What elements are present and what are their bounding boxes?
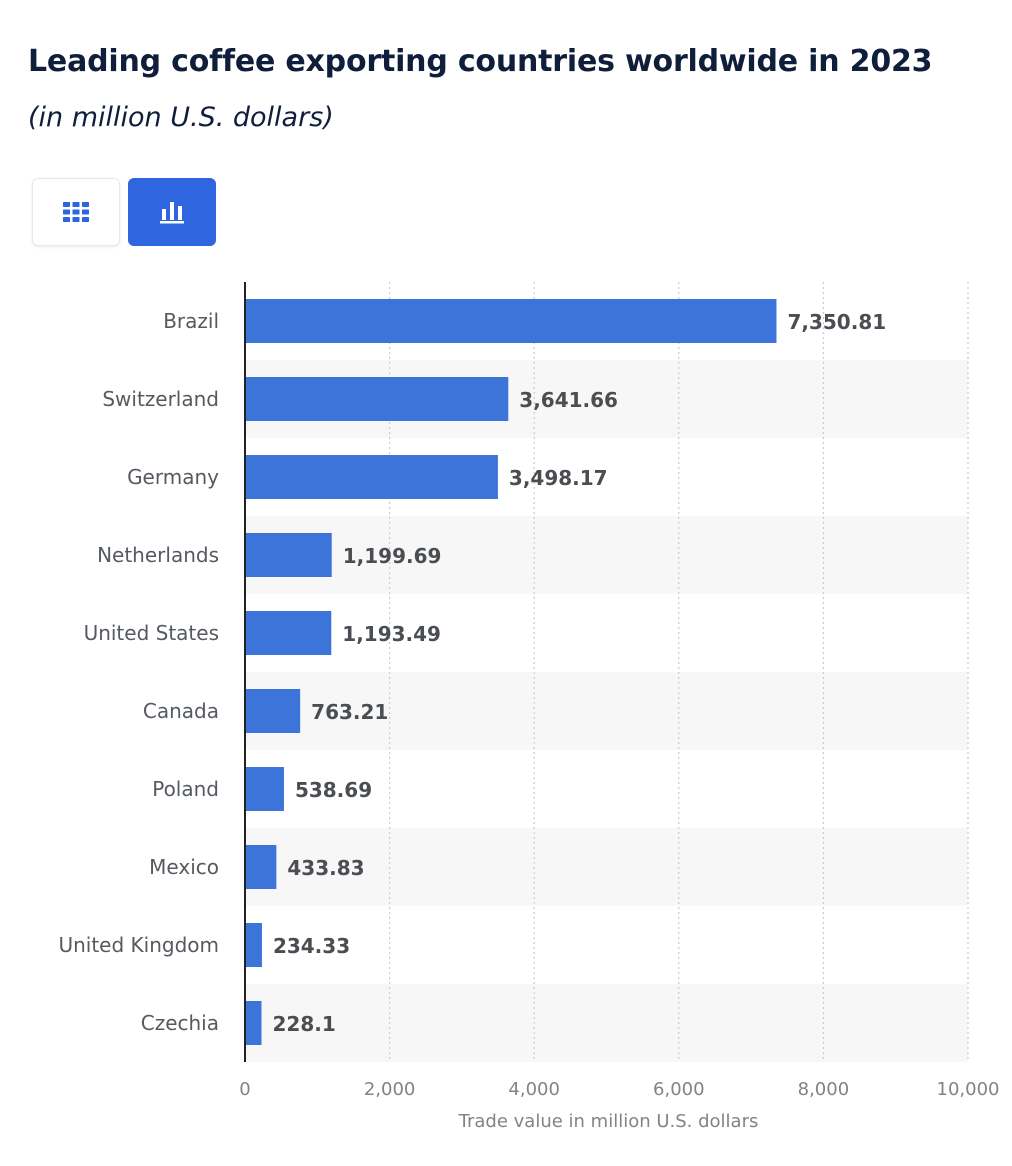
chart-view-button[interactable] [128, 178, 216, 246]
bar[interactable] [245, 689, 301, 733]
chart-subtitle: (in million U.S. dollars) [28, 102, 334, 133]
value-label: 3,498.17 [509, 466, 608, 490]
value-label: 234.33 [273, 934, 350, 958]
x-tick-label: 2,000 [364, 1079, 416, 1100]
category-label: United Kingdom [58, 933, 219, 957]
x-tick-label: 0 [239, 1079, 250, 1100]
category-label: Brazil [163, 309, 219, 333]
chart-title: Leading coffee exporting countries world… [28, 44, 933, 79]
bar-chart-icon [160, 202, 184, 224]
category-label: Switzerland [102, 387, 219, 411]
bar[interactable] [245, 767, 284, 811]
gridlines [389, 282, 969, 1062]
bar[interactable] [245, 299, 777, 343]
bar[interactable] [245, 611, 332, 655]
bar[interactable] [245, 533, 332, 577]
bar-chart: Brazil Switzerland Germany Netherlands Unite… [58, 282, 999, 1132]
row-bands [245, 360, 968, 1062]
row-band [245, 984, 968, 1062]
value-label: 433.83 [287, 856, 364, 880]
value-label: 3,641.66 [519, 388, 618, 412]
category-label: United States [84, 621, 219, 645]
category-label: Czechia [141, 1011, 219, 1035]
x-tick-label: 8,000 [798, 1079, 850, 1100]
category-label: Germany [127, 465, 219, 489]
value-label: 538.69 [295, 778, 372, 802]
x-tick-labels: 0 2,000 4,000 6,000 8,000 10,000 [239, 1079, 999, 1100]
category-labels: Brazil Switzerland Germany Netherlands Unite… [58, 309, 219, 1035]
table-view-button[interactable] [32, 178, 120, 246]
category-label: Netherlands [97, 543, 219, 567]
category-label: Poland [152, 777, 219, 801]
value-label: 763.21 [311, 700, 388, 724]
x-tick-label: 10,000 [937, 1079, 1000, 1100]
bar[interactable] [245, 377, 509, 421]
category-label: Mexico [149, 855, 219, 879]
bar[interactable] [245, 845, 277, 889]
bars [245, 299, 777, 1045]
row-band [245, 672, 968, 750]
category-label: Canada [143, 699, 219, 723]
value-label: 1,193.49 [342, 622, 441, 646]
x-tick-label: 4,000 [508, 1079, 560, 1100]
row-band [245, 516, 968, 594]
x-axis-title: Trade value in million U.S. dollars [458, 1111, 759, 1132]
value-label: 7,350.81 [787, 310, 886, 334]
row-band [245, 828, 968, 906]
value-label: 228.1 [272, 1012, 335, 1036]
bar[interactable] [245, 455, 498, 499]
value-label: 1,199.69 [343, 544, 442, 568]
bar[interactable] [245, 923, 262, 967]
view-toggle-group [32, 178, 216, 246]
bar[interactable] [245, 1001, 262, 1045]
value-labels: 7,350.81 3,641.66 3,498.17 1,199.69 1,193.49… [272, 310, 886, 1036]
x-tick-label: 6,000 [653, 1079, 705, 1100]
grid-icon [63, 202, 89, 222]
